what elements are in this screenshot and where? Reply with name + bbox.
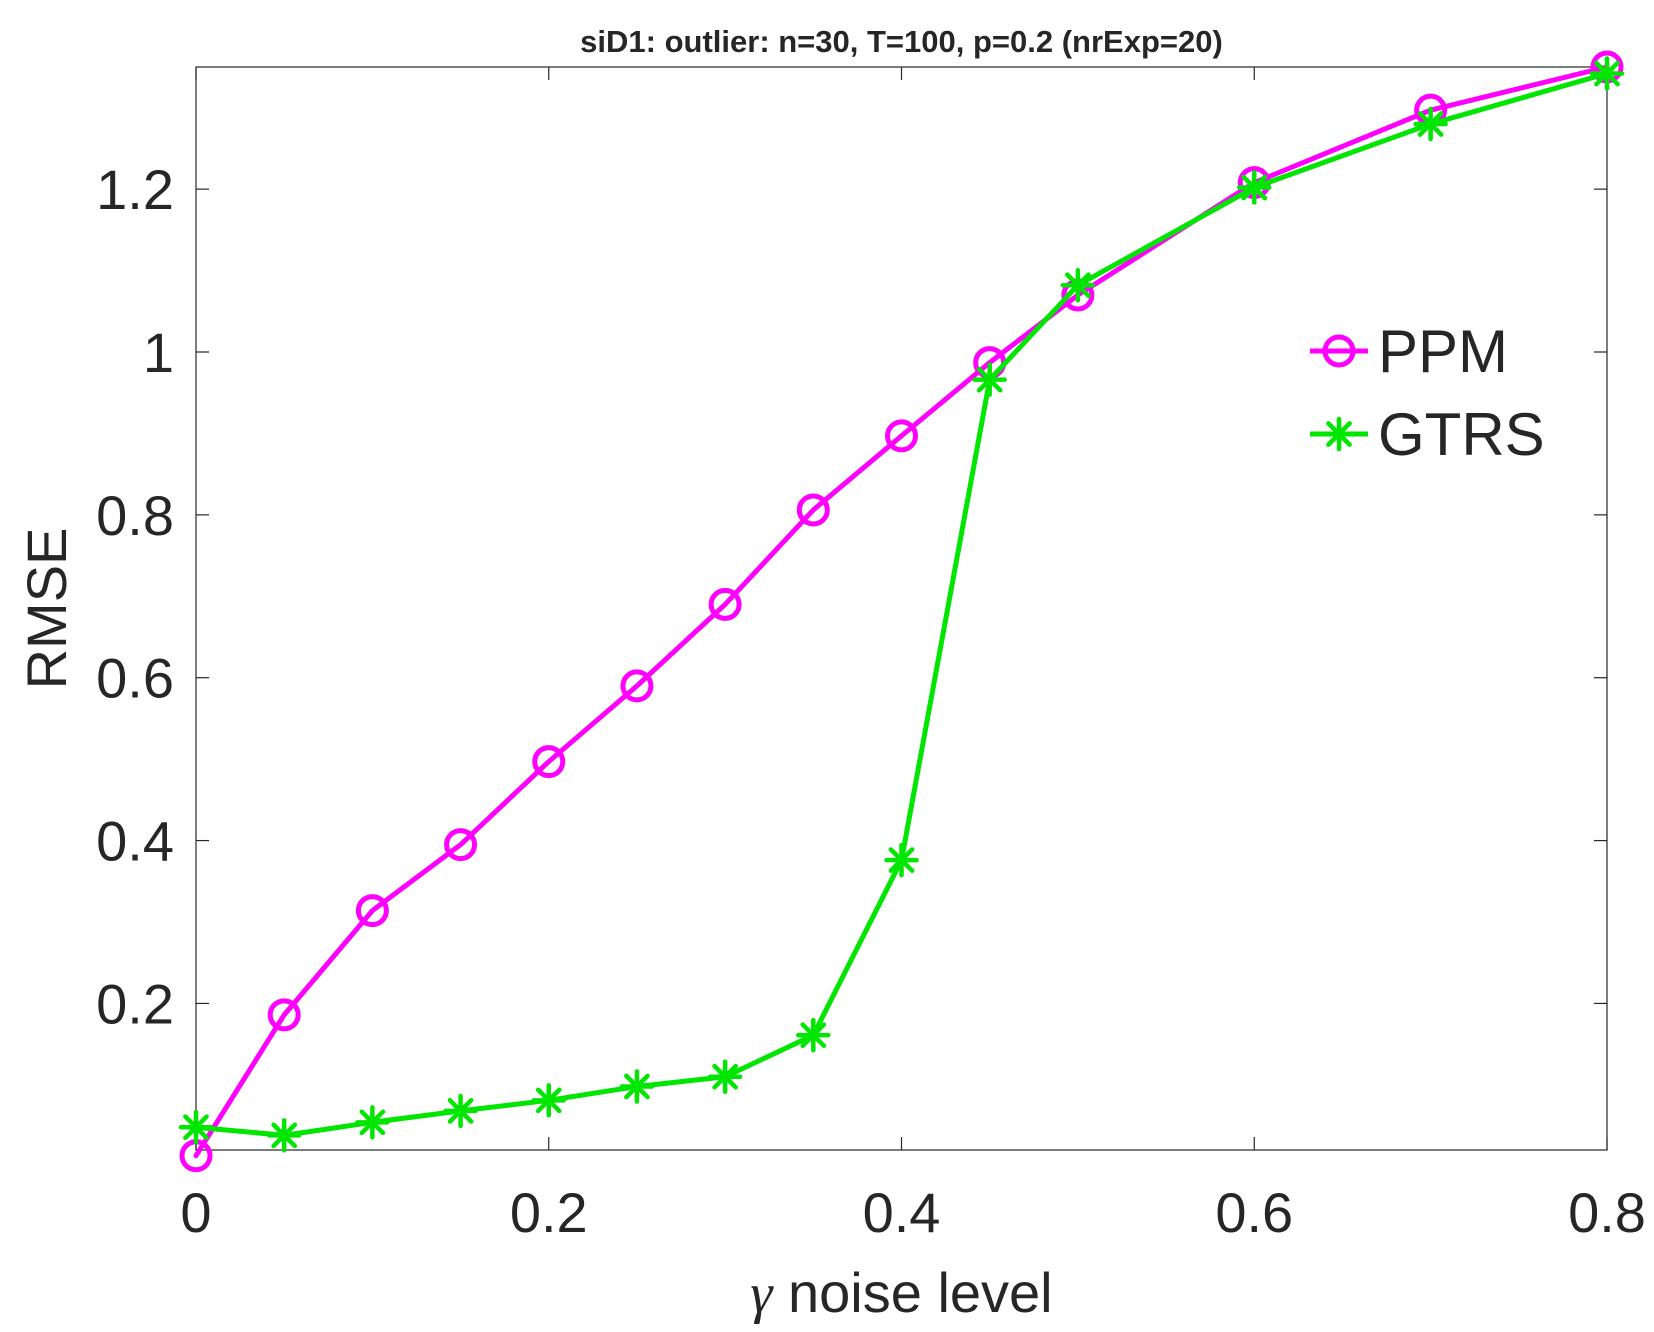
asterisk-stroke xyxy=(712,1063,738,1090)
x-axis-label-space xyxy=(772,1261,788,1324)
data-point-ppm xyxy=(355,894,389,928)
y-tick-label: 0.6 xyxy=(96,647,174,710)
y-axis-label: RMSE xyxy=(15,528,78,690)
plot-area-frame xyxy=(195,66,1608,1151)
asterisk-stroke xyxy=(976,366,1003,393)
asterisk-stroke xyxy=(271,1122,298,1149)
asterisk-stroke xyxy=(888,847,915,873)
y-tick-label: 0.2 xyxy=(96,972,174,1035)
x-tick-label: 0 xyxy=(180,1181,211,1244)
asterisk-stroke xyxy=(183,1114,209,1141)
chart-title: siD1: outlier: n=30, T=100, p=0.2 (nrExp… xyxy=(580,24,1223,59)
data-point-gtrs xyxy=(531,1083,566,1118)
asterisk-stroke xyxy=(800,1022,827,1049)
asterisk-stroke xyxy=(1241,174,1268,201)
data-point-ppm xyxy=(708,587,742,621)
legend-label: GTRS xyxy=(1378,401,1545,468)
legend-label: PPM xyxy=(1378,318,1508,385)
data-point-gtrs xyxy=(707,1059,743,1094)
data-point-gtrs xyxy=(884,842,919,878)
x-tick-labels: 0 0.2 0.4 0.6 0.8 xyxy=(180,1181,1646,1244)
asterisk-stroke xyxy=(1326,421,1352,447)
x-axis-label-symbol: γ xyxy=(750,1263,774,1325)
x-axis-label: γ noise level xyxy=(750,1261,1052,1325)
x-tick-label: 0.2 xyxy=(510,1181,588,1244)
data-point-ppm xyxy=(620,669,654,703)
asterisk-stroke xyxy=(359,1109,386,1136)
data-point-gtrs xyxy=(355,1105,390,1140)
data-point-gtrs xyxy=(1237,170,1272,205)
data-point-gtrs xyxy=(619,1069,655,1104)
x-tick-label: 0.8 xyxy=(1568,1181,1646,1244)
asterisk-stroke xyxy=(535,1087,562,1114)
y-tick-labels: 0.2 0.4 0.6 0.8 1 1.2 xyxy=(96,158,174,1035)
asterisk-stroke xyxy=(1594,60,1620,87)
data-point-gtrs xyxy=(1060,267,1096,303)
data-point-gtrs xyxy=(796,1017,831,1053)
data-point-ppm xyxy=(532,745,566,779)
legend: PPM GTRS xyxy=(1310,318,1545,468)
x-tick-label: 0.4 xyxy=(863,1181,941,1244)
data-point-gtrs xyxy=(1589,56,1625,91)
data-point-ppm xyxy=(267,998,301,1032)
x-tick-label: 0.6 xyxy=(1215,1181,1293,1244)
legend-item-gtrs: GTRS xyxy=(1310,401,1545,468)
asterisk-stroke xyxy=(447,1098,474,1124)
y-tick-label: 0.8 xyxy=(96,484,174,547)
asterisk-stroke xyxy=(1417,111,1444,137)
x-axis-label-text: noise level xyxy=(788,1261,1053,1324)
legend-item-ppm: PPM xyxy=(1310,318,1508,385)
data-point-ppm xyxy=(796,493,830,527)
data-point-gtrs xyxy=(972,362,1007,397)
data-point-ppm xyxy=(444,828,478,862)
data-point-gtrs xyxy=(443,1093,478,1129)
data-point-ppm xyxy=(885,419,918,453)
y-tick-label: 1.2 xyxy=(96,158,174,221)
data-point-gtrs xyxy=(266,1118,302,1153)
y-tick-label: 1 xyxy=(143,321,174,384)
asterisk-stroke xyxy=(1065,272,1091,299)
legend-marker xyxy=(1321,416,1357,452)
legend-marker xyxy=(1322,334,1356,368)
data-point-gtrs xyxy=(178,1109,214,1145)
y-tick-label: 0.4 xyxy=(96,810,174,873)
asterisk-stroke xyxy=(624,1073,650,1100)
series-gtrs xyxy=(178,56,1625,1153)
series-layer xyxy=(178,50,1625,1173)
data-point-gtrs xyxy=(1413,106,1448,142)
